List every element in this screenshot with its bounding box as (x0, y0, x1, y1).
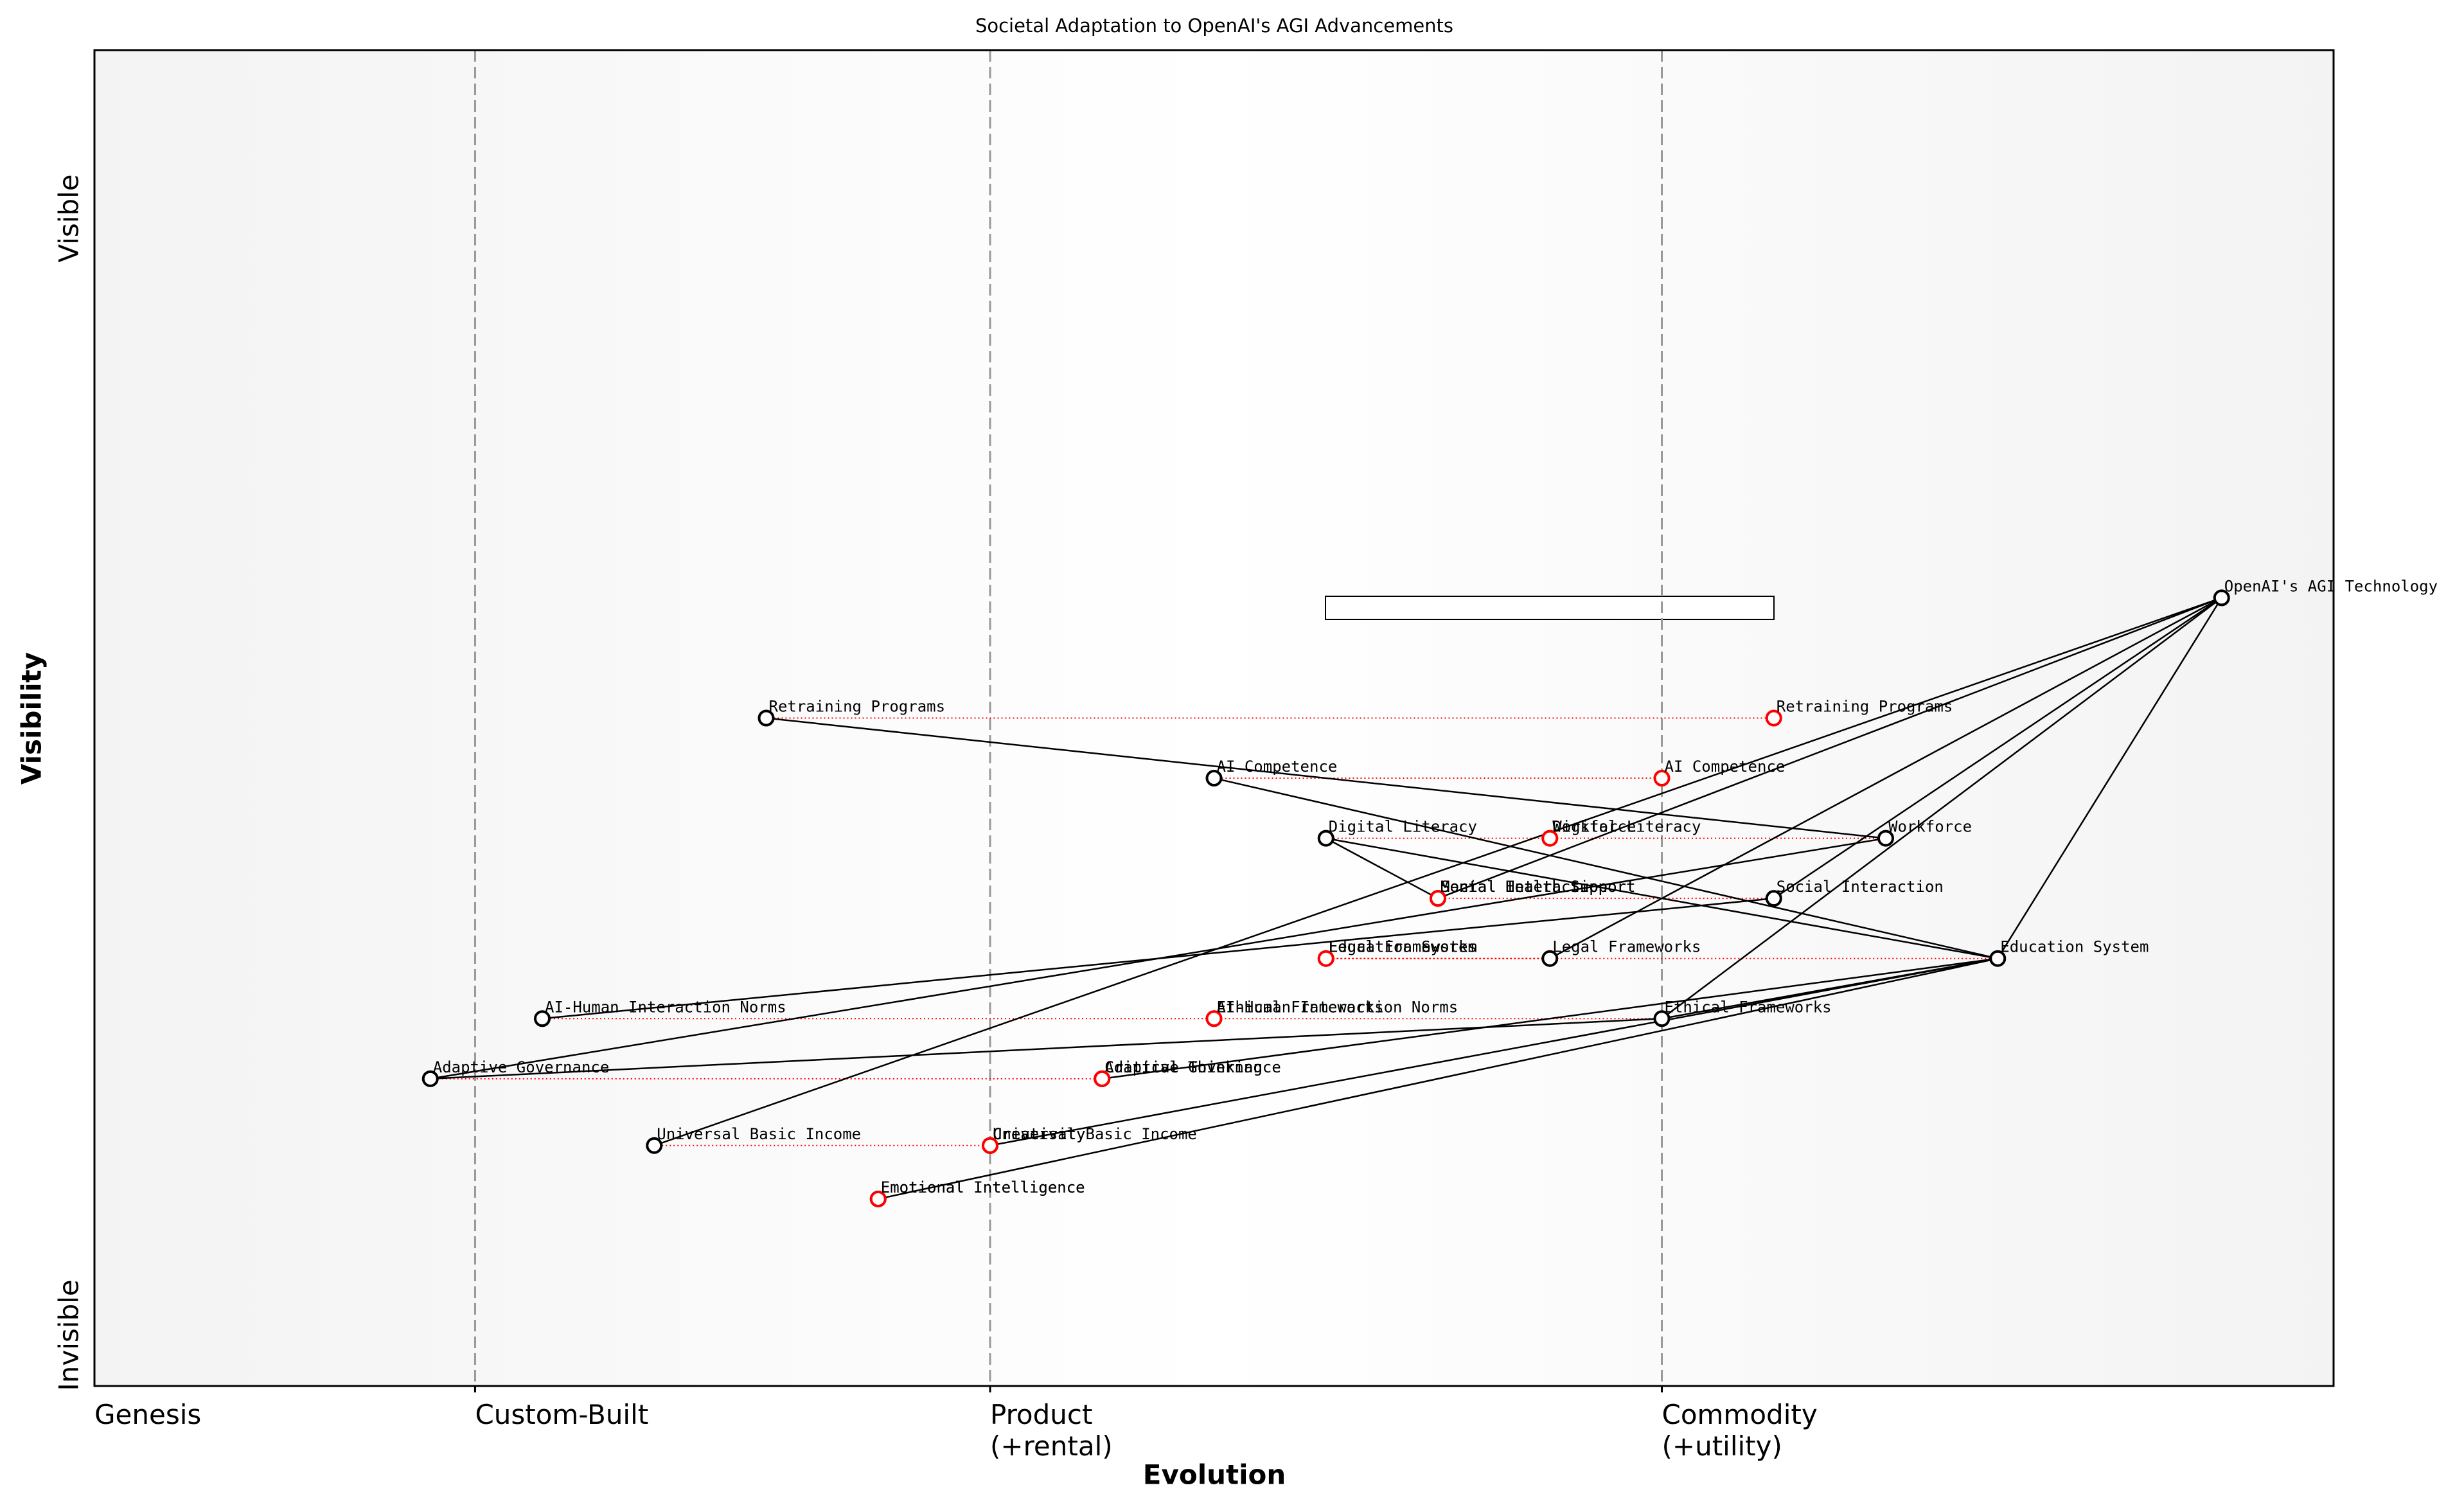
component-label: Adaptive Governance (433, 1058, 610, 1076)
evolved-component (1430, 890, 1446, 907)
component-label: Workforce (1888, 818, 1972, 836)
component (534, 1010, 551, 1027)
evolved-label: Adaptive Governance (1104, 1058, 1281, 1076)
y-bottom-label: Invisible (53, 1279, 85, 1390)
evolved-component (982, 1137, 998, 1154)
component-label: Creativity (993, 1125, 1086, 1143)
component-label: OpenAI's AGI Technology (2224, 577, 2438, 595)
annotation-box (1325, 596, 1775, 620)
stage-label: Commodity (+utility) (1662, 1399, 1818, 1462)
component (421, 1070, 439, 1087)
evolved-label: Universal Basic Income (993, 1125, 1197, 1143)
evolved-label: Education System (1329, 938, 1477, 956)
component (758, 709, 775, 727)
dependency-link (430, 1018, 1662, 1080)
component-label: Emotional Intelligence (881, 1178, 1085, 1196)
dependency-link (1214, 777, 1998, 959)
component (2213, 589, 2230, 607)
stage-label: Genesis (94, 1399, 201, 1430)
dependency-link (1325, 837, 1998, 959)
component-label: Critical Thinking (1104, 1058, 1263, 1076)
component (1205, 770, 1223, 787)
evolved-component (1094, 1070, 1111, 1087)
dependency-link (766, 717, 1886, 839)
component-label: Digital Literacy (1329, 818, 1477, 836)
dependency-link (1102, 957, 1998, 1080)
dependency-link (1437, 597, 2222, 900)
component-label: AI Competence (1217, 758, 1338, 776)
evolved-label: AI-Human Interaction Norms (1217, 998, 1458, 1016)
dependency-link (1325, 837, 1439, 900)
stage-label-line: (+rental) (990, 1430, 1113, 1462)
stage-label-line: Genesis (94, 1399, 201, 1430)
component (646, 1137, 663, 1154)
plot-frame (93, 49, 2335, 1387)
evolved-label: Creativity (993, 1125, 1086, 1143)
dependency-link (878, 957, 1998, 1200)
evolved-component (1317, 950, 1334, 967)
evolved-label: Ethical Frameworks (1217, 998, 1384, 1016)
stage-label-line: Commodity (1662, 1399, 1818, 1430)
stage-label-line: Custom-Built (475, 1399, 648, 1430)
component (1653, 1010, 1671, 1027)
dependency-link (1997, 597, 2222, 959)
stage-label: Product (+rental) (990, 1399, 1113, 1462)
component-label: Mental Health Support (1440, 878, 1635, 896)
evolved-component (1653, 770, 1671, 787)
dependency-link (653, 597, 2222, 1146)
evolved-component (1205, 1010, 1223, 1027)
dependency-link (1662, 957, 1998, 1020)
evolved-label: AI Competence (1665, 758, 1786, 776)
component-label: AI-Human Interaction Norms (545, 998, 786, 1016)
component (1541, 950, 1559, 967)
stage-label-line: (+utility) (1662, 1430, 1782, 1462)
component (1989, 950, 2007, 967)
component (1317, 830, 1334, 847)
stage-label: Custom-Built (475, 1399, 648, 1430)
component (1877, 830, 1894, 847)
y-axis-title: Visibility (16, 652, 48, 785)
map-layer: Genesis Custom-Built Product (+rental) Commo… (94, 50, 2438, 1462)
dependency-link (989, 957, 1998, 1147)
evolved-component (1765, 709, 1782, 727)
component-label: Education System (2000, 938, 2149, 956)
component-label: Legal Frameworks (1552, 938, 1701, 956)
component-label: Retraining Programs (769, 698, 946, 716)
chart-title: Societal Adaptation to OpenAI's AGI Adva… (975, 15, 1453, 37)
evolved-label: Social Interaction (1440, 878, 1608, 896)
evolved-label: Workforce (1552, 818, 1636, 836)
component (1765, 890, 1782, 907)
y-top-label: Visible (53, 174, 85, 262)
evolved-label: Mental Health Support (1440, 878, 1635, 896)
evolved-label: Legal Frameworks (1329, 938, 1477, 956)
stage-label-line: Product (990, 1399, 1092, 1430)
dependency-link (1661, 597, 2222, 1020)
evolved-label: Critical Thinking (1104, 1058, 1263, 1076)
component-label: Universal Basic Income (657, 1125, 861, 1143)
dependency-link (542, 897, 1774, 1020)
component-label: Social Interaction (1777, 878, 1944, 896)
evolved-label: Digital Literacy (1552, 818, 1701, 836)
evolved-label: Retraining Programs (1777, 698, 1953, 716)
evolved-component (869, 1190, 887, 1207)
x-axis-title: Evolution (1143, 1459, 1286, 1491)
evolved-component (1541, 830, 1559, 847)
dependency-link (1773, 597, 2222, 900)
evolved-label: Emotional Intelligence (881, 1178, 1085, 1196)
component-label: Ethical Frameworks (1665, 998, 1832, 1016)
